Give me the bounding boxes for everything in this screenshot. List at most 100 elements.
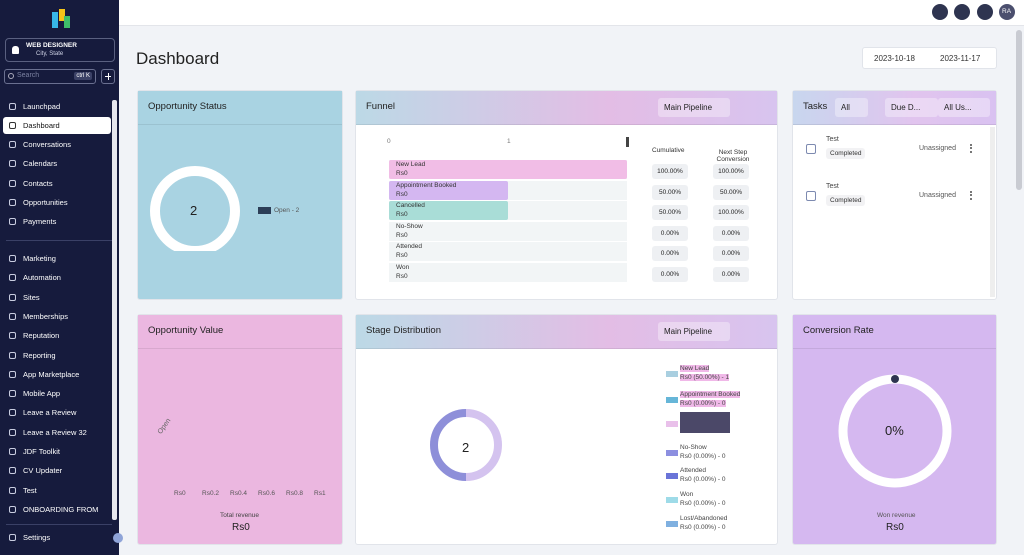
stage-value: Rs0 [396, 211, 408, 219]
nav-icon [9, 255, 16, 262]
percent-value: 50.00% [658, 188, 682, 196]
topbar-icon[interactable] [977, 4, 993, 20]
percent-value: 0.00% [721, 250, 741, 258]
percent-value: 0.00% [660, 250, 680, 258]
dropdown[interactable]: Main Pipeline [658, 322, 731, 341]
plus-icon [108, 73, 109, 80]
nav-item[interactable]: Opportunities [3, 194, 111, 211]
legend-swatch [666, 497, 678, 503]
nav-label: Marketing [23, 254, 56, 263]
checkbox[interactable] [806, 144, 816, 154]
chart [430, 409, 502, 481]
card: Opportunity Status 2 Open - 2 [137, 90, 343, 300]
nav-icon [9, 448, 16, 455]
nav-item[interactable]: Reporting [3, 347, 111, 364]
dropdown[interactable]: All [835, 98, 868, 117]
nav-label: Sites [23, 292, 40, 302]
nav-icon [9, 505, 16, 513]
nav-item[interactable]: App Marketplace [3, 366, 111, 383]
search[interactable]: Search ctrl K [4, 69, 96, 84]
more-icon[interactable] [970, 191, 972, 200]
column-header: Cumulative [652, 147, 685, 154]
nav-item[interactable]: Contacts [3, 175, 111, 192]
task-status: Completed [826, 148, 866, 159]
nav-item[interactable]: Reputation [3, 327, 111, 344]
dropdown[interactable]: Due D... [885, 98, 939, 117]
legend-detail: Rs0 (0.00%) - 0 [680, 524, 726, 531]
checkbox[interactable] [806, 191, 816, 201]
add-button[interactable] [101, 69, 115, 84]
nav-icon [9, 274, 16, 282]
nav-item[interactable]: Settings [3, 529, 111, 546]
donut-segment [430, 409, 467, 481]
nav-label: Contacts [23, 179, 53, 188]
stage-name: New Lead [396, 161, 426, 168]
total-label: Total revenue [220, 512, 260, 519]
legend-name: Attended [680, 467, 707, 474]
nav-icon [9, 180, 16, 187]
avatar[interactable]: RA [999, 4, 1015, 20]
donut-total: 2 [462, 440, 470, 455]
percent-box: 100.00% [713, 205, 749, 221]
nav-item[interactable]: JDF Toolkit [3, 443, 111, 460]
percent-value: 0.00% [660, 229, 680, 237]
nav-icon [9, 141, 16, 148]
nav-item[interactable]: Mobile App [3, 385, 111, 402]
date-range[interactable]: 2023-10-18 2023-11-17 [862, 47, 997, 69]
percent-box: 100.00% [713, 164, 749, 179]
total-value: Rs0 [232, 522, 250, 533]
nav-item[interactable]: Launchpad [3, 98, 111, 115]
nav-label: Opportunities [23, 198, 68, 207]
nav-item[interactable]: Conversations [3, 136, 111, 153]
topbar-icon[interactable] [932, 4, 948, 20]
nav-item[interactable]: Test [3, 482, 111, 499]
nav-item[interactable]: Sites [3, 289, 111, 306]
dropdown[interactable]: All Us... [938, 98, 990, 117]
axis-label: Rs0.4 [230, 490, 247, 497]
axis-label: Rs1 [314, 490, 326, 497]
legend-detail: Rs0 (0.00%) - 0 [680, 476, 726, 483]
nav-item[interactable]: Leave a Review [3, 404, 111, 421]
nav-icon [9, 218, 16, 225]
topbar-icon[interactable] [954, 4, 970, 20]
nav-item[interactable]: Automation [3, 269, 111, 286]
dropdown-label: Due D... [891, 103, 921, 112]
donut-ring [150, 166, 240, 251]
nav-item[interactable]: ONBOARDING FROM [3, 501, 111, 518]
dropdown-label: All [841, 103, 850, 112]
stage-name: Appointment Booked [396, 181, 457, 189]
nav-icon [9, 312, 16, 320]
won-label: Won revenue [877, 512, 916, 519]
percent-value: 100.00% [718, 168, 744, 175]
sidebar: WEB DESIGNER City, State Search ctrl K Launc… [0, 0, 123, 555]
nav-item[interactable]: Marketing [3, 250, 111, 267]
nav-item[interactable]: Payments [3, 213, 111, 230]
logo [52, 12, 58, 28]
legend-detail: Rs0 (50.00%) - 1 [680, 374, 730, 381]
legend-detail: Rs0 (0.00%) - 0 [680, 400, 726, 407]
logo [59, 9, 65, 21]
nav-icon [9, 122, 16, 129]
legend-name: Lost/Abandoned [680, 515, 728, 522]
stage-value: Rs0 [396, 231, 408, 239]
nav-item[interactable]: CV Updater [3, 462, 111, 479]
nav-label: Conversations [23, 140, 71, 149]
collapse-button[interactable] [113, 533, 123, 543]
nav-item[interactable]: Dashboard [3, 117, 111, 134]
nav-icon [9, 332, 16, 340]
chart [52, 9, 70, 28]
donut-total: 2 [190, 203, 198, 218]
more-icon[interactable] [970, 144, 972, 153]
stage-name: Attended [396, 243, 423, 251]
account-switcher[interactable]: WEB DESIGNER City, State [5, 38, 115, 62]
card-title: Stage Distribution [366, 325, 441, 336]
card: Tasks All Due D... All Us... Test Completed Un… [792, 90, 997, 300]
stage-value: Rs0 [396, 190, 408, 198]
nav-item[interactable]: Memberships [3, 308, 111, 325]
nav-item[interactable]: Calendars [3, 155, 111, 172]
account-icon [12, 46, 19, 54]
nav-item[interactable]: Leave a Review 32 [3, 424, 111, 441]
dropdown[interactable]: Main Pipeline [658, 98, 731, 117]
percent-box: 0.00% [652, 246, 688, 262]
